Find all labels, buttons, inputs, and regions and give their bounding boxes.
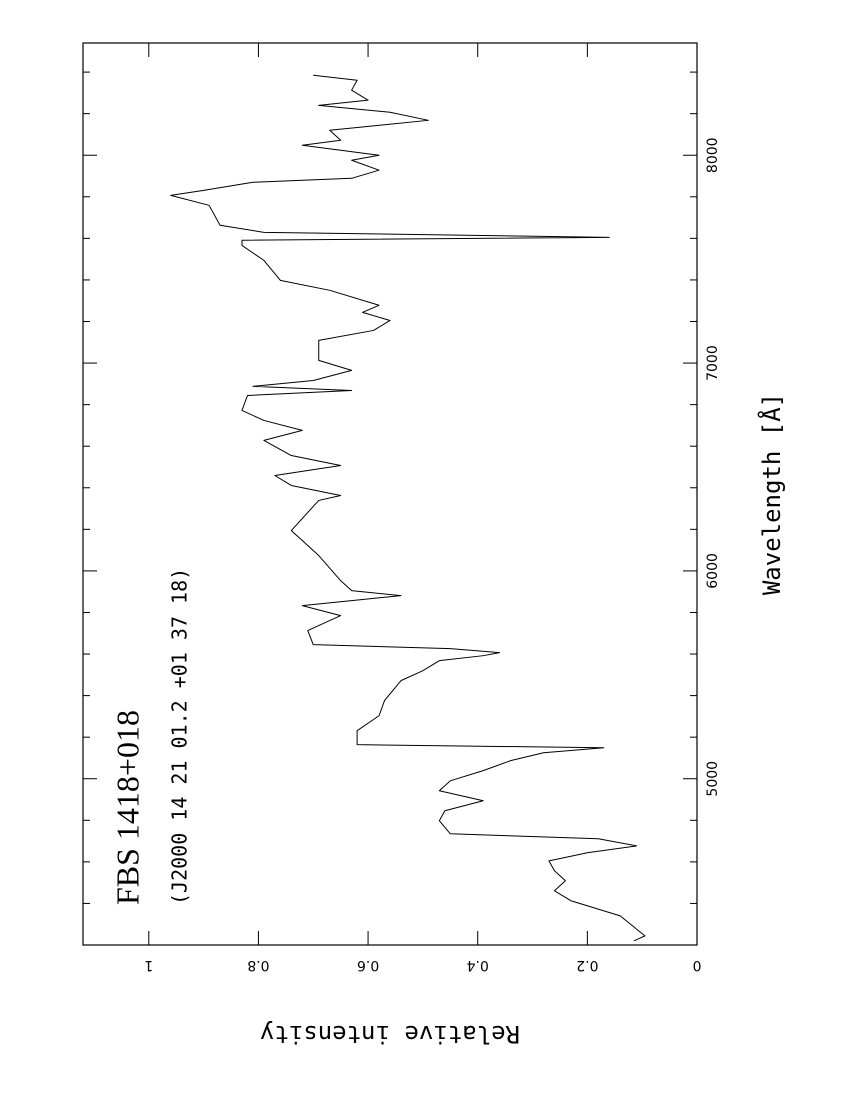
y-tick-label: 1 <box>144 957 153 973</box>
x-tick-label: 8000 <box>705 137 721 173</box>
y-tick-label: 0.2 <box>576 957 598 973</box>
x-tick-label: 6000 <box>705 553 721 589</box>
x-axis-label: Wavelength [Å] <box>757 393 786 595</box>
spectrum-line <box>170 74 646 942</box>
y-tick-label: 0.8 <box>247 957 269 973</box>
x-tick-label: 7000 <box>705 345 721 381</box>
y-tick-label: 0 <box>693 957 702 973</box>
x-tick-label: 5000 <box>705 761 721 797</box>
plot-frame <box>82 42 698 946</box>
y-tick-label: 0.4 <box>466 957 488 973</box>
plot-area: FBS 1418+018 (J2000 14 21 01.2 +01 37 18… <box>82 42 786 1048</box>
y-tick-label: 0.6 <box>357 957 379 973</box>
y-axis-label: Relative intensity <box>260 1020 520 1048</box>
chart-title: FBS 1418+018 <box>109 710 145 905</box>
chart-subtitle: (J2000 14 21 01.2 +01 37 18) <box>168 568 192 905</box>
